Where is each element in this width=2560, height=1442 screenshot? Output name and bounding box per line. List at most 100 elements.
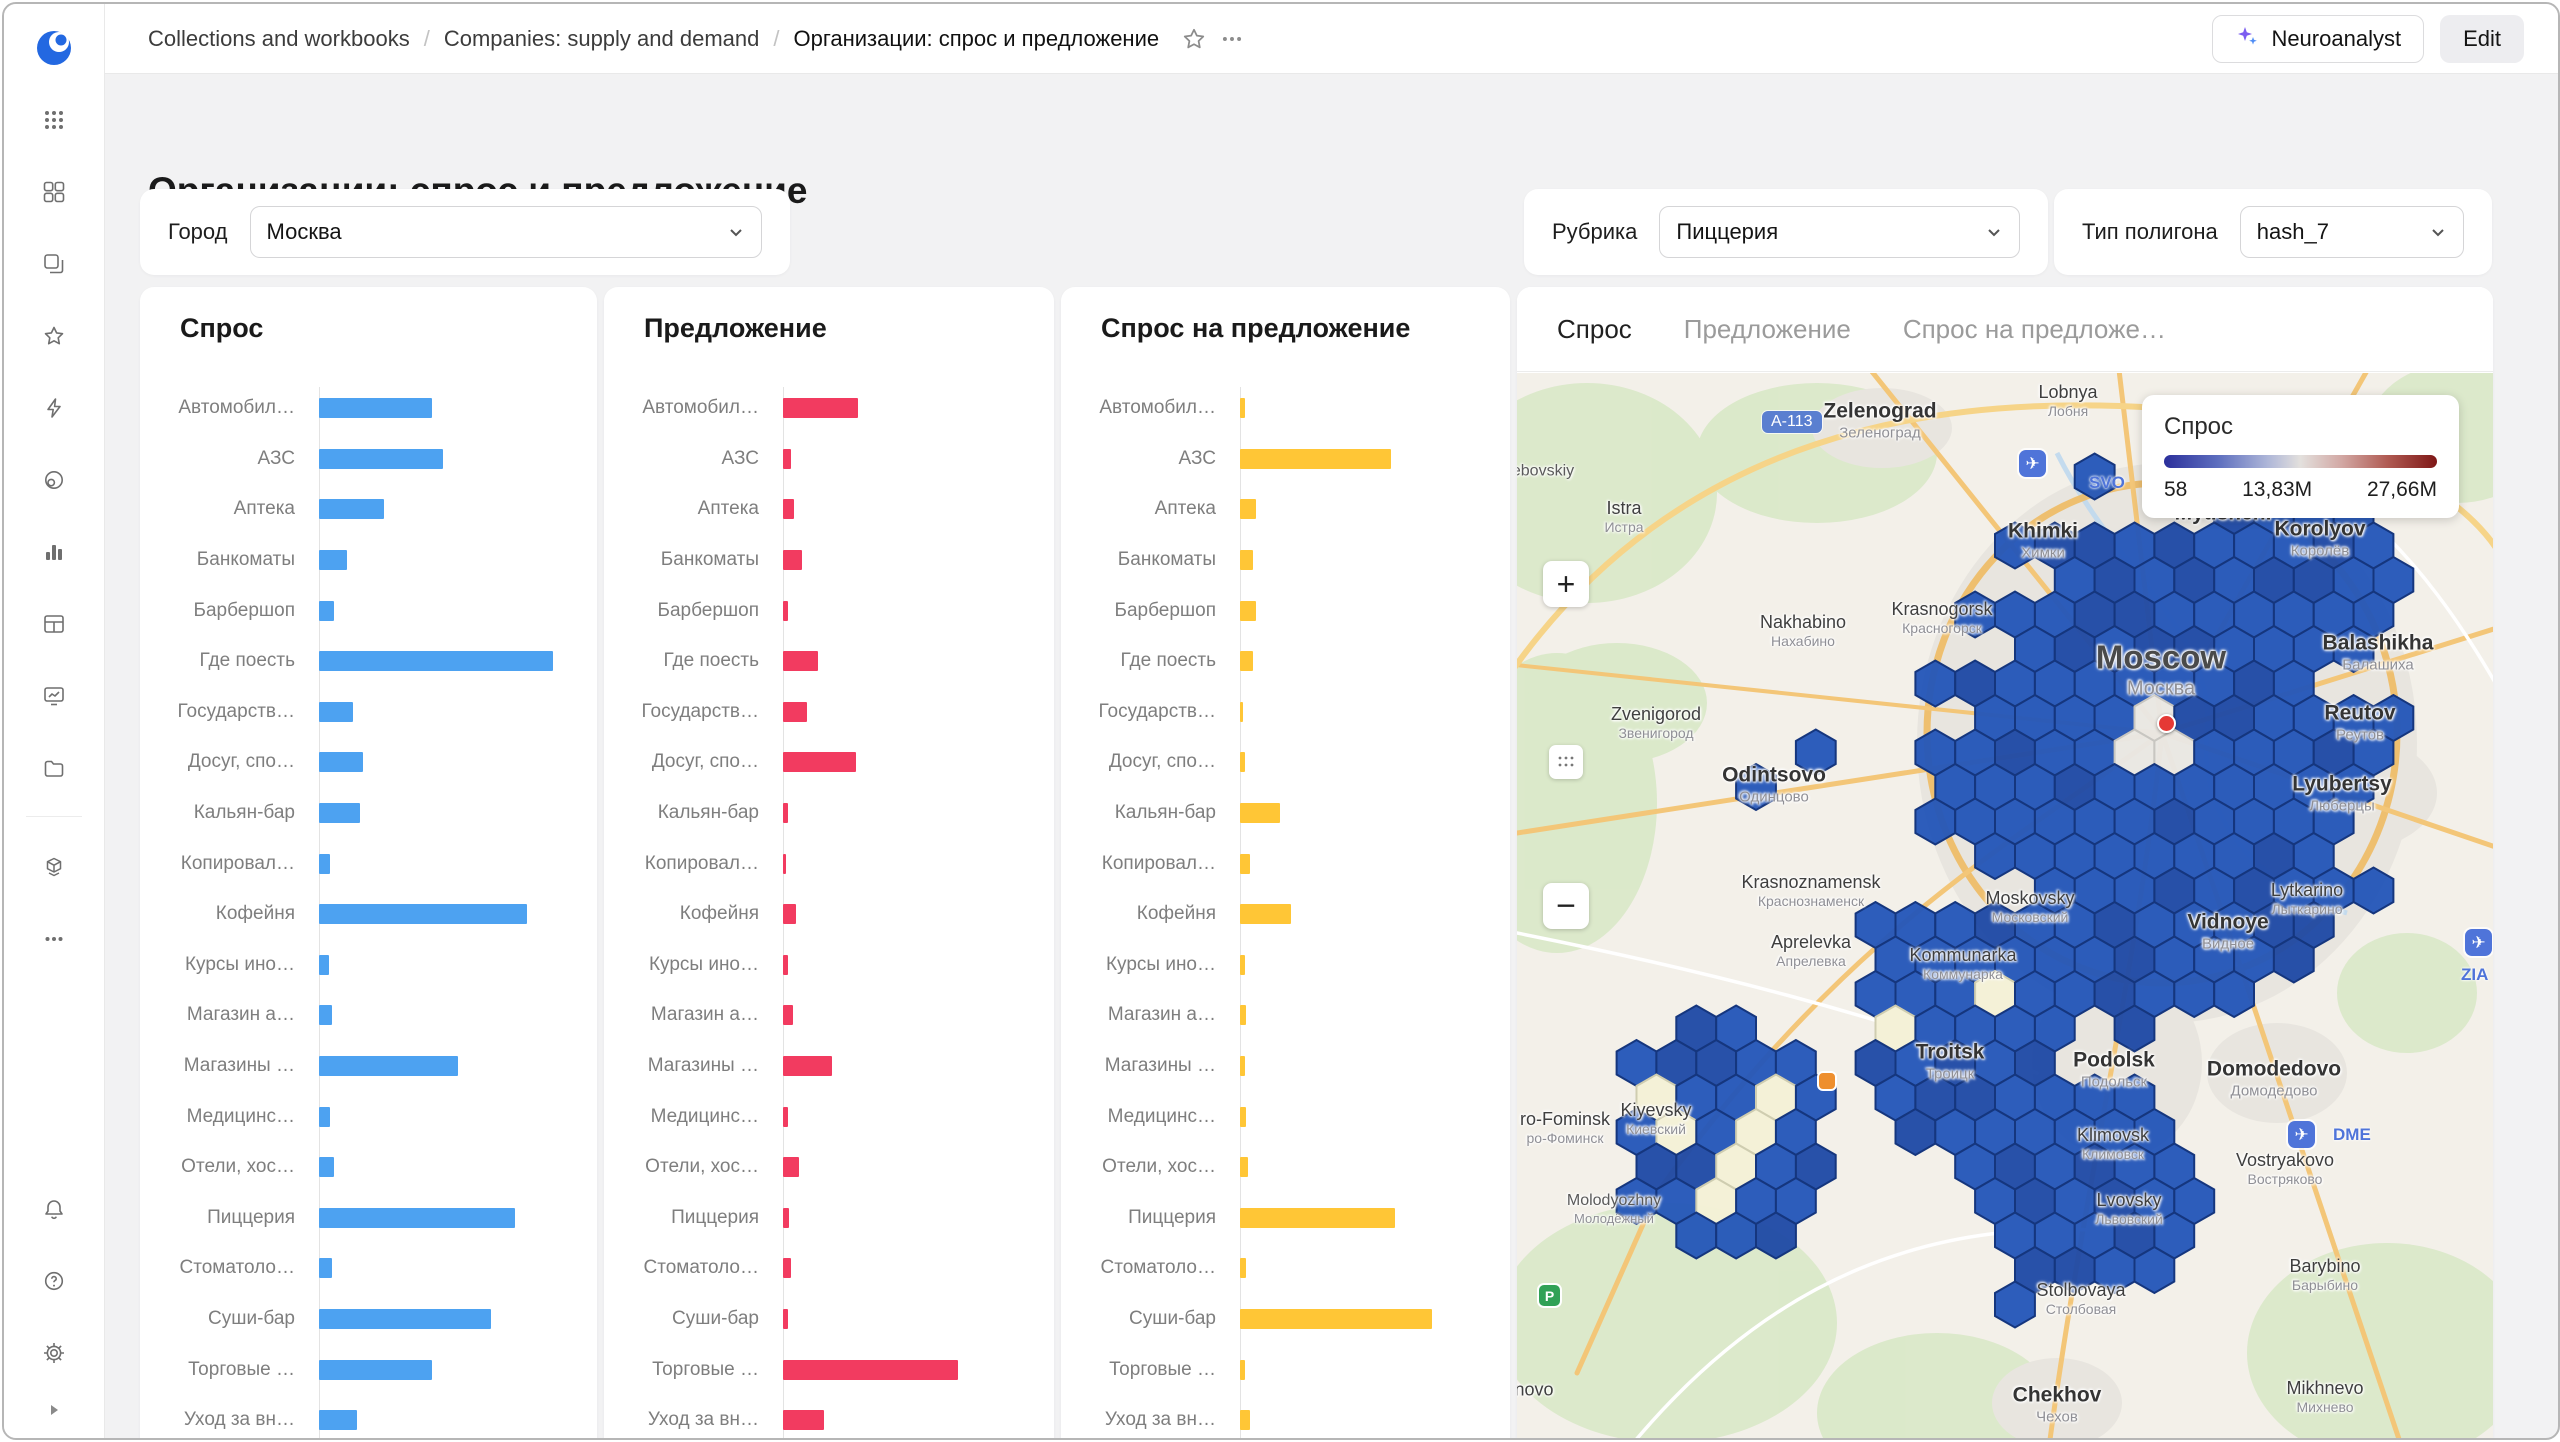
bar[interactable]	[1240, 499, 1256, 519]
bar[interactable]	[783, 752, 856, 772]
favorites-star-icon[interactable]	[32, 314, 76, 358]
bar[interactable]	[783, 398, 858, 418]
city-select[interactable]: Москва	[250, 206, 762, 258]
bar[interactable]	[783, 449, 791, 469]
bar[interactable]	[783, 601, 788, 621]
hex-cell[interactable]	[2274, 937, 2314, 983]
lightning-icon[interactable]	[32, 386, 76, 430]
sidebar-more-icon[interactable]	[32, 917, 76, 961]
bar[interactable]	[319, 1258, 332, 1278]
bar[interactable]	[783, 1005, 793, 1025]
polygon-select[interactable]: hash_7	[2240, 206, 2464, 258]
bar[interactable]	[1240, 854, 1250, 874]
hex-cell[interactable]	[1736, 764, 1776, 810]
bar[interactable]	[783, 1258, 791, 1278]
bar[interactable]	[783, 955, 788, 975]
bar[interactable]	[1240, 803, 1280, 823]
bar[interactable]	[319, 1056, 458, 1076]
gear-icon[interactable]	[32, 1331, 76, 1375]
hex-cell[interactable]	[1915, 799, 1955, 845]
hex-cell[interactable]	[2115, 1006, 2155, 1052]
rubric-select[interactable]: Пиццерия	[1659, 206, 2020, 258]
bar[interactable]	[319, 499, 384, 519]
bar[interactable]	[319, 1309, 491, 1329]
hex-cell[interactable]	[1796, 730, 1836, 776]
neuroanalyst-button[interactable]: Neuroanalyst	[2212, 15, 2424, 63]
hex-cell[interactable]	[2055, 1247, 2095, 1293]
breadcrumb-item-workbook[interactable]: Companies: supply and demand	[444, 26, 760, 52]
bar[interactable]	[1240, 1208, 1395, 1228]
hex-cell[interactable]	[1955, 592, 1995, 638]
bar[interactable]	[1240, 752, 1245, 772]
hex-cell[interactable]	[1716, 1213, 1756, 1259]
more-actions-icon[interactable]	[1213, 20, 1251, 58]
bar[interactable]	[319, 1157, 334, 1177]
bar[interactable]	[783, 1056, 832, 1076]
favorite-star-icon[interactable]	[1175, 20, 1213, 58]
bar[interactable]	[1240, 1107, 1246, 1127]
folder-icon[interactable]	[32, 746, 76, 790]
map-tab[interactable]: Предложение	[1684, 314, 1851, 345]
bar[interactable]	[783, 1107, 788, 1127]
bar[interactable]	[319, 1410, 357, 1430]
bar[interactable]	[1240, 1056, 1245, 1076]
bar[interactable]	[319, 752, 363, 772]
map-drag-handle[interactable]	[1549, 745, 1583, 779]
dashboards-icon[interactable]	[32, 170, 76, 214]
bar[interactable]	[1240, 904, 1291, 924]
bar[interactable]	[319, 398, 432, 418]
bar-chart-icon[interactable]	[32, 530, 76, 574]
bar[interactable]	[1240, 1005, 1246, 1025]
bar[interactable]	[319, 1005, 332, 1025]
bar[interactable]	[319, 955, 329, 975]
collections-copy-icon[interactable]	[32, 242, 76, 286]
bar[interactable]	[319, 550, 347, 570]
bar[interactable]	[1240, 1309, 1432, 1329]
lens-icon[interactable]	[32, 458, 76, 502]
bar[interactable]	[319, 702, 353, 722]
bar[interactable]	[783, 550, 802, 570]
hex-cell[interactable]	[2214, 971, 2254, 1017]
apps-grid-icon[interactable]	[32, 98, 76, 142]
bar[interactable]	[783, 1410, 824, 1430]
edit-button[interactable]: Edit	[2440, 15, 2524, 63]
hex-cell[interactable]	[2135, 1247, 2175, 1293]
bar[interactable]	[319, 904, 527, 924]
bar[interactable]	[783, 499, 794, 519]
bar[interactable]	[783, 702, 807, 722]
bar[interactable]	[319, 803, 360, 823]
bar[interactable]	[783, 904, 796, 924]
bar[interactable]	[1240, 955, 1245, 975]
bar[interactable]	[319, 651, 553, 671]
hex-cell[interactable]	[1617, 1178, 1657, 1224]
hex-cell[interactable]	[2354, 868, 2394, 914]
bar[interactable]	[319, 1208, 515, 1228]
table-icon[interactable]	[32, 602, 76, 646]
bell-icon[interactable]	[32, 1187, 76, 1231]
hex-cell[interactable]	[2334, 626, 2374, 672]
bar[interactable]	[783, 803, 788, 823]
bar[interactable]	[783, 1309, 788, 1329]
bar[interactable]	[1240, 601, 1256, 621]
map[interactable]: ZelenogradЗеленоградLobnyaЛобняebovskiyI…	[1517, 373, 2493, 1438]
bar[interactable]	[319, 449, 443, 469]
help-icon[interactable]	[32, 1259, 76, 1303]
bar[interactable]	[319, 1360, 432, 1380]
bar[interactable]	[783, 1360, 958, 1380]
datalens-logo[interactable]	[32, 26, 76, 70]
bar[interactable]	[1240, 1360, 1245, 1380]
bar[interactable]	[319, 601, 334, 621]
map-tab[interactable]: Спрос на предложе…	[1903, 314, 2166, 345]
bar[interactable]	[1240, 1157, 1248, 1177]
hex-cell[interactable]	[1896, 1109, 1936, 1155]
monitor-chart-icon[interactable]	[32, 674, 76, 718]
cube-icon[interactable]	[32, 845, 76, 889]
breadcrumb-item-collections[interactable]: Collections and workbooks	[148, 26, 410, 52]
zoom-in-button[interactable]: +	[1543, 561, 1589, 607]
bar[interactable]	[1240, 1410, 1250, 1430]
bar[interactable]	[1240, 550, 1253, 570]
map-tab[interactable]: Спрос	[1557, 314, 1632, 345]
bar[interactable]	[783, 854, 786, 874]
bar[interactable]	[1240, 449, 1391, 469]
bar[interactable]	[1240, 1258, 1246, 1278]
